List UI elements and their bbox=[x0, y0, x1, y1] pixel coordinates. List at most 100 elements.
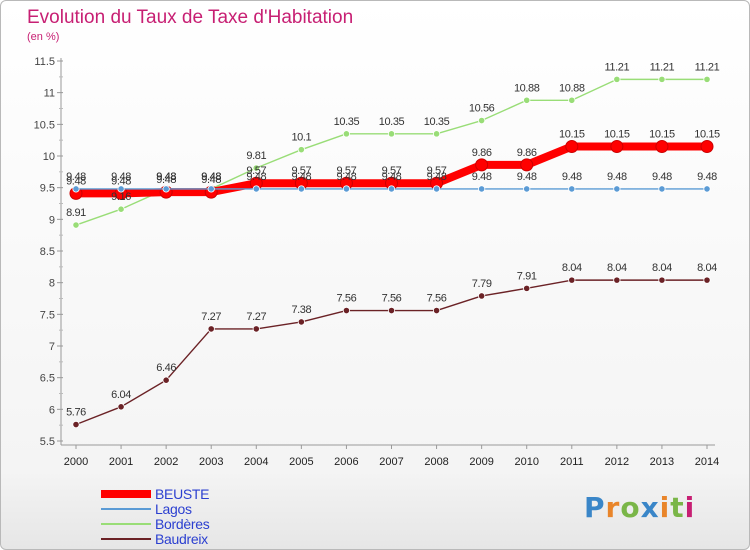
data-label: 10.15 bbox=[694, 129, 720, 141]
data-label: 9.48 bbox=[201, 171, 221, 183]
data-label: 9.57 bbox=[337, 165, 357, 177]
data-label: 6.04 bbox=[111, 389, 131, 401]
data-point bbox=[162, 376, 170, 384]
data-label: 10.56 bbox=[469, 103, 495, 115]
y-tick-label: 10.5 bbox=[34, 119, 55, 131]
data-point bbox=[207, 185, 215, 193]
data-label: 9.48 bbox=[517, 171, 537, 183]
data-label: 10.35 bbox=[334, 116, 360, 128]
x-tick-label: 2011 bbox=[560, 456, 584, 468]
data-label: 10.35 bbox=[424, 116, 450, 128]
data-point bbox=[432, 130, 441, 138]
x-tick-label: 2007 bbox=[379, 456, 403, 468]
data-point bbox=[297, 185, 305, 193]
data-point bbox=[207, 325, 215, 333]
y-tick-label: 8 bbox=[49, 278, 55, 290]
data-label: 10.1 bbox=[291, 132, 311, 144]
x-tick-label: 2008 bbox=[424, 456, 448, 468]
data-label: 7.27 bbox=[246, 311, 266, 323]
data-label: 11.21 bbox=[650, 61, 675, 73]
data-point bbox=[252, 325, 260, 333]
data-point bbox=[387, 130, 396, 138]
data-label: 7.56 bbox=[382, 293, 402, 305]
data-label: 8.04 bbox=[562, 262, 582, 274]
data-point bbox=[478, 185, 486, 193]
data-label: 8.04 bbox=[607, 262, 627, 274]
data-label: 9.57 bbox=[382, 165, 402, 177]
legend-label: Lagos bbox=[155, 501, 192, 517]
data-point bbox=[432, 306, 441, 315]
data-point bbox=[297, 146, 305, 154]
data-point bbox=[342, 130, 351, 138]
x-tick-label: 2010 bbox=[514, 456, 538, 468]
data-label: 10.15 bbox=[559, 129, 585, 141]
data-label: 9.48 bbox=[652, 171, 672, 183]
legend-label: BEUSTE bbox=[155, 486, 210, 502]
x-tick-label: 2009 bbox=[469, 456, 493, 468]
data-label: 8.04 bbox=[652, 262, 672, 274]
data-point bbox=[703, 185, 711, 193]
data-label: 9.48 bbox=[156, 174, 176, 186]
data-label: 9.48 bbox=[472, 171, 492, 183]
data-point bbox=[658, 276, 666, 284]
data-label: 11.21 bbox=[695, 61, 720, 73]
y-tick-label: 9.5 bbox=[40, 183, 55, 195]
data-label: 9.57 bbox=[246, 165, 266, 177]
x-tick-label: 2001 bbox=[109, 456, 133, 468]
data-point bbox=[432, 185, 441, 193]
data-label: 9.48 bbox=[111, 175, 131, 187]
data-label: 7.38 bbox=[291, 304, 311, 316]
data-point bbox=[387, 185, 396, 193]
data-label: 9.48 bbox=[607, 171, 627, 183]
data-label: 9.86 bbox=[517, 147, 537, 159]
data-point bbox=[162, 185, 170, 193]
legend-label: Baudreix bbox=[155, 531, 208, 547]
data-point bbox=[655, 140, 669, 153]
data-label: 9.48 bbox=[382, 171, 402, 183]
data-point bbox=[613, 75, 621, 83]
data-label: 10.35 bbox=[379, 116, 405, 128]
data-point bbox=[703, 75, 711, 83]
data-point bbox=[658, 185, 666, 193]
legend-item: Baudreix bbox=[101, 531, 301, 547]
data-label: 6.46 bbox=[156, 362, 176, 374]
data-label: 10.88 bbox=[514, 82, 540, 94]
data-point bbox=[703, 276, 711, 284]
y-tick-label: 5.5 bbox=[40, 436, 55, 448]
data-point bbox=[252, 185, 260, 193]
data-point bbox=[342, 185, 351, 193]
legend-swatch bbox=[101, 523, 151, 525]
data-label: 7.79 bbox=[472, 278, 492, 290]
data-point bbox=[387, 306, 396, 315]
data-point bbox=[475, 158, 489, 172]
data-label: 9.48 bbox=[291, 171, 311, 183]
y-tick-label: 11 bbox=[44, 88, 55, 100]
y-tick-label: 6 bbox=[49, 404, 55, 416]
data-label: 9.48 bbox=[201, 171, 221, 183]
proxiti-logo: Proxiti bbox=[584, 491, 696, 524]
x-tick-label: 2000 bbox=[64, 456, 88, 468]
x-tick-label: 2013 bbox=[650, 456, 674, 468]
data-point bbox=[658, 75, 666, 83]
x-tick-label: 2006 bbox=[334, 456, 358, 468]
data-label: 9.86 bbox=[472, 147, 492, 159]
data-label: 10.88 bbox=[559, 82, 585, 94]
legend-item: Bordères bbox=[101, 516, 301, 532]
data-label: 8.91 bbox=[66, 207, 86, 219]
data-label: 9.16 bbox=[111, 191, 131, 203]
data-point bbox=[72, 185, 80, 193]
data-label: 7.56 bbox=[337, 293, 357, 305]
data-label: 9.48 bbox=[201, 174, 221, 186]
data-point bbox=[520, 158, 534, 172]
data-point bbox=[568, 276, 576, 284]
data-point bbox=[117, 403, 125, 411]
x-tick-label: 2002 bbox=[154, 456, 178, 468]
legend-swatch bbox=[101, 490, 151, 498]
chart-subtitle: (en %) bbox=[27, 31, 60, 43]
data-point bbox=[700, 140, 714, 153]
data-point bbox=[117, 205, 125, 213]
data-label: 9.48 bbox=[66, 175, 86, 187]
y-tick-label: 10 bbox=[43, 151, 55, 163]
